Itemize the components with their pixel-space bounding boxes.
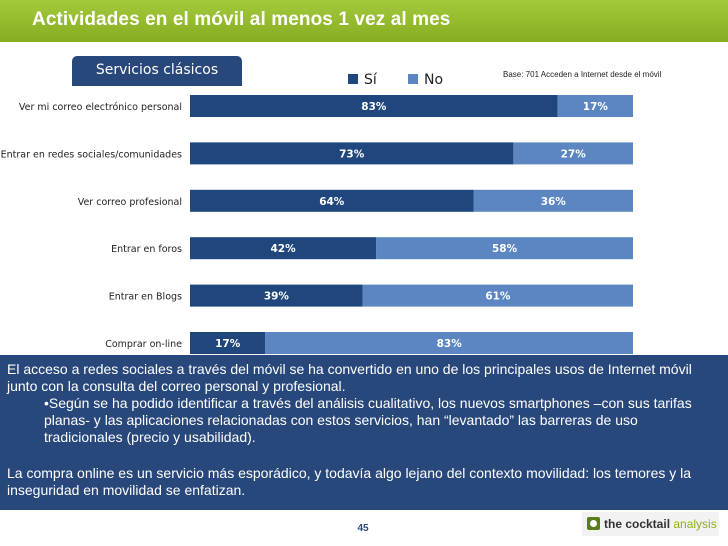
legend-label-no: No	[424, 72, 444, 88]
bar-si	[190, 284, 363, 307]
stacked-bar-chart: Ver mi correo electrónico personal 83% 17%…	[1, 95, 633, 354]
brand-name: the cocktail analysis	[604, 517, 717, 531]
bar-no	[513, 142, 633, 165]
legend-item-si: Sí	[348, 72, 377, 88]
bar-value-label: 17%	[583, 101, 609, 113]
title-bar: Actividades en el móvil al menos 1 vez a…	[0, 0, 728, 42]
base-note: Base: 701 Acceden a Internet desde el mó…	[503, 70, 662, 79]
legend-label-si: Sí	[364, 72, 377, 88]
bar-no	[376, 237, 633, 260]
category-label: Entrar en Blogs	[109, 292, 182, 303]
brand-logo: the cocktail analysis	[582, 512, 719, 536]
section-tab: Servicios clásicos	[72, 56, 242, 86]
category-label: Entrar en foros	[111, 244, 182, 255]
bar-value-label: 27%	[561, 148, 587, 160]
brand-prefix: the cocktail	[604, 517, 671, 531]
bar-no	[473, 189, 633, 212]
legend-swatch-no	[408, 74, 418, 84]
bar-value-label: 17%	[215, 338, 241, 350]
summary-bullet: •Según se ha podido identificar a través…	[44, 395, 692, 445]
bar-no	[265, 332, 633, 354]
category-label: Ver correo profesional	[78, 197, 182, 208]
bar-si	[190, 189, 474, 212]
brand-suffix: analysis	[670, 517, 717, 531]
summary-paragraph-2: La compra online es un servicio más espo…	[7, 465, 692, 498]
bar-value-label: 39%	[264, 291, 290, 303]
bar-value-label: 58%	[492, 243, 518, 255]
category-label: Ver mi correo electrónico personal	[19, 102, 182, 113]
bar-no	[362, 284, 633, 307]
bar-value-label: 83%	[437, 338, 463, 350]
legend-swatch-si	[348, 74, 358, 84]
category-label: Comprar on-line	[105, 339, 182, 350]
page-number: 45	[357, 523, 369, 534]
brand-mark-icon	[587, 517, 600, 530]
bar-si	[190, 332, 266, 354]
legend-item-no: No	[408, 72, 443, 88]
section-tab-label: Servicios clásicos	[95, 62, 219, 78]
bar-si	[190, 237, 377, 260]
bar-value-label: 64%	[319, 196, 345, 208]
bar-value-label: 42%	[270, 243, 296, 255]
bar-value-label: 61%	[485, 291, 511, 303]
summary-paragraph-1: El acceso a redes sociales a través del …	[7, 361, 692, 394]
summary-box: El acceso a redes sociales a través del …	[0, 355, 728, 510]
category-label: Entrar en redes sociales/comunidades	[1, 149, 182, 160]
bar-si	[190, 95, 558, 117]
bar-value-label: 36%	[541, 196, 567, 208]
bar-no	[557, 95, 633, 117]
page-title: Actividades en el móvil al menos 1 vez a…	[32, 9, 451, 30]
bar-value-label: 83%	[361, 101, 387, 113]
bar-value-label: 73%	[339, 148, 365, 160]
bar-si	[190, 142, 514, 165]
